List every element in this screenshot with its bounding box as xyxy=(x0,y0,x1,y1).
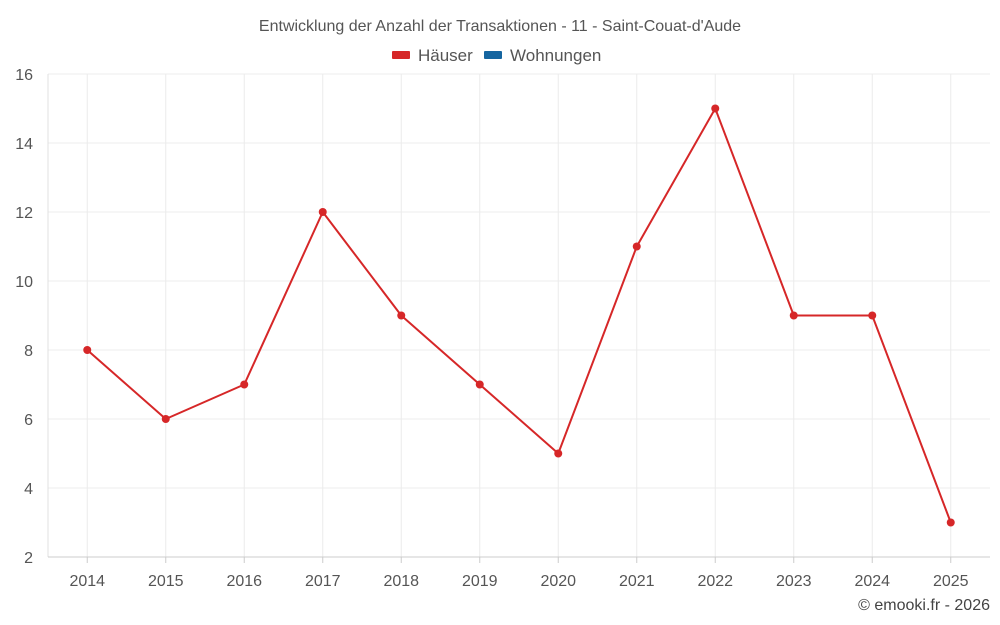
x-tick-label: 2019 xyxy=(462,573,498,590)
series-layer xyxy=(83,104,955,527)
chart-title: Entwicklung der Anzahl der Transaktionen… xyxy=(259,18,741,35)
legend-swatch-haeuser xyxy=(392,51,410,59)
y-tick-label: 2 xyxy=(24,550,33,567)
y-tick-label: 4 xyxy=(24,481,33,498)
legend-label-haeuser[interactable]: Häuser xyxy=(418,46,473,65)
data-point-2023[interactable] xyxy=(789,311,798,320)
data-point-2014[interactable] xyxy=(83,346,92,354)
legend-label-wohnungen[interactable]: Wohnungen xyxy=(510,46,601,65)
x-tick-label: 2023 xyxy=(776,573,812,590)
x-tick-label: 2020 xyxy=(540,573,576,590)
x-tick-label: 2015 xyxy=(148,573,184,590)
data-point-2021[interactable] xyxy=(632,242,641,251)
x-tick-label: 2014 xyxy=(69,573,105,590)
axes: 2 4 6 8 10 12 14 16 2014 2015 2016 2017 2018 2019 2020… xyxy=(15,67,990,590)
y-tick-label: 12 xyxy=(15,205,33,222)
data-point-2025[interactable] xyxy=(946,518,955,527)
data-point-2015[interactable] xyxy=(161,415,170,423)
data-point-2019[interactable] xyxy=(475,380,484,389)
x-tick-label: 2018 xyxy=(383,573,419,590)
data-point-2016[interactable] xyxy=(240,380,249,389)
data-point-2018[interactable] xyxy=(397,311,406,320)
data-point-2022[interactable] xyxy=(711,104,720,113)
data-point-2017[interactable] xyxy=(318,208,327,216)
series-line-Häuser xyxy=(86,107,952,523)
x-tick-label: 2016 xyxy=(226,573,262,590)
x-tick-label: 2024 xyxy=(854,573,890,590)
credit-text: © emooki.fr - 2026 xyxy=(858,597,990,614)
y-tick-label: 6 xyxy=(24,412,33,429)
x-tick-label: 2022 xyxy=(697,573,733,590)
data-point-2024[interactable] xyxy=(868,311,877,320)
y-tick-label: 14 xyxy=(15,136,33,153)
y-tick-label: 8 xyxy=(24,343,33,360)
legend-swatch-wohnungen xyxy=(484,51,502,59)
y-tick-label: 16 xyxy=(15,67,33,84)
x-tick-label: 2021 xyxy=(619,573,655,590)
x-tick-label: 2017 xyxy=(305,573,341,590)
y-tick-label: 10 xyxy=(15,274,33,291)
x-tick-label: 2025 xyxy=(933,573,969,590)
data-point-2020[interactable] xyxy=(554,449,563,458)
legend: Häuser Wohnungen xyxy=(392,46,601,65)
